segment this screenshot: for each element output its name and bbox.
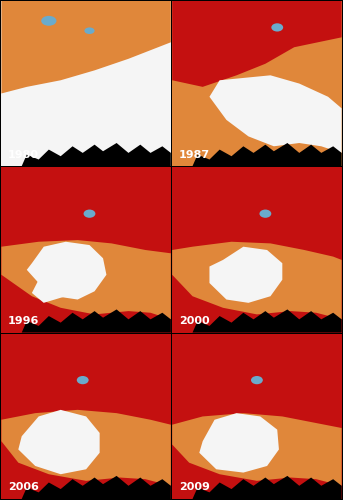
Text: 1980: 1980 [8,150,39,160]
Polygon shape [172,1,342,87]
Polygon shape [172,413,342,486]
Ellipse shape [77,376,88,384]
Polygon shape [210,246,282,303]
Polygon shape [1,1,171,166]
Polygon shape [210,76,342,153]
Polygon shape [172,1,342,166]
Polygon shape [172,242,342,320]
Polygon shape [172,168,342,332]
Polygon shape [1,143,171,166]
Polygon shape [1,168,171,332]
Text: 2000: 2000 [179,316,210,326]
Ellipse shape [84,210,95,218]
Polygon shape [172,476,342,499]
Polygon shape [172,334,342,499]
Polygon shape [18,410,100,474]
Polygon shape [1,476,171,499]
Polygon shape [172,310,342,332]
Ellipse shape [251,376,263,384]
Text: 1996: 1996 [8,316,39,326]
Polygon shape [172,143,342,166]
Polygon shape [199,413,279,472]
Polygon shape [1,310,171,332]
Polygon shape [1,240,171,320]
Ellipse shape [259,210,271,218]
Polygon shape [1,1,171,94]
Polygon shape [32,275,72,303]
Text: 2009: 2009 [179,482,210,492]
Text: 2006: 2006 [8,482,39,492]
Ellipse shape [84,28,95,34]
Text: 1987: 1987 [179,150,210,160]
Ellipse shape [271,24,283,32]
Polygon shape [1,410,171,486]
Ellipse shape [41,16,57,26]
Polygon shape [1,334,171,499]
Polygon shape [27,242,106,300]
